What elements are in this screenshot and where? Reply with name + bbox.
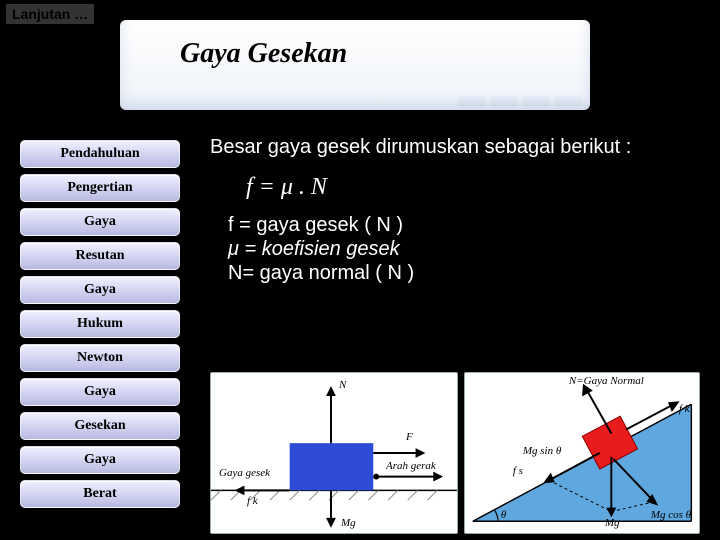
def-N: N= gaya normal ( N ) <box>228 261 690 285</box>
def-mu: μ = koefisien gesek <box>228 237 690 261</box>
dr-mgsin: Mg sin θ <box>523 445 561 457</box>
diagram-incline: N=Gaya Normal f k f s Mg sin θ Mg Mg cos… <box>464 372 700 534</box>
sidebar-item-pendahuluan[interactable]: Pendahuluan <box>20 140 180 168</box>
sidebar-item-gaya-4[interactable]: Gaya <box>20 446 180 474</box>
dr-mgcos: Mg cos θ <box>651 509 691 521</box>
continuation-label: Lanjutan … <box>6 4 94 24</box>
definitions: f = gaya gesek ( N ) μ = koefisien gesek… <box>228 213 690 285</box>
sidebar-item-resutan[interactable]: Resutan <box>20 242 180 270</box>
dr-N: N=Gaya Normal <box>569 375 644 387</box>
sidebar-item-berat[interactable]: Berat <box>20 480 180 508</box>
dr-theta: θ <box>501 509 506 521</box>
dr-Mg: Mg <box>605 517 620 529</box>
sidebar-item-gaya-1[interactable]: Gaya <box>20 208 180 236</box>
diagram-flat-svg <box>211 373 457 533</box>
sidebar-item-hukum[interactable]: Hukum <box>20 310 180 338</box>
sidebar-item-gaya-2[interactable]: Gaya <box>20 276 180 304</box>
dl-F: F <box>406 431 413 443</box>
sidebar-item-newton[interactable]: Newton <box>20 344 180 372</box>
content-area: Besar gaya gesek dirumuskan sebagai beri… <box>210 135 690 285</box>
title-pane: Gaya Gesekan <box>120 20 590 110</box>
dl-N: N <box>339 379 346 391</box>
title-tab-decor <box>458 96 582 106</box>
sidebar-item-gaya-3[interactable]: Gaya <box>20 378 180 406</box>
def-f: f = gaya gesek ( N ) <box>228 213 690 237</box>
dl-Mg: Mg <box>341 517 356 529</box>
intro-text: Besar gaya gesek dirumuskan sebagai beri… <box>210 135 690 160</box>
sidebar-item-pengertian[interactable]: Pengertian <box>20 174 180 202</box>
diagram-row: N F Arah gerak Gaya gesek f k Mg <box>210 372 700 534</box>
sidebar: Pendahuluan Pengertian Gaya Resutan Gaya… <box>20 140 180 508</box>
sidebar-item-gesekan[interactable]: Gesekan <box>20 412 180 440</box>
page-title: Gaya Gesekan <box>180 38 347 70</box>
formula: f = μ . N <box>246 174 690 201</box>
diagram-flat: N F Arah gerak Gaya gesek f k Mg <box>210 372 458 534</box>
dl-fk: f k <box>247 495 258 507</box>
dr-fk: f k <box>679 403 690 415</box>
dl-gsk: Gaya gesek <box>219 467 270 479</box>
dr-fs: f s <box>513 465 523 477</box>
dl-arah: Arah gerak <box>386 460 436 472</box>
